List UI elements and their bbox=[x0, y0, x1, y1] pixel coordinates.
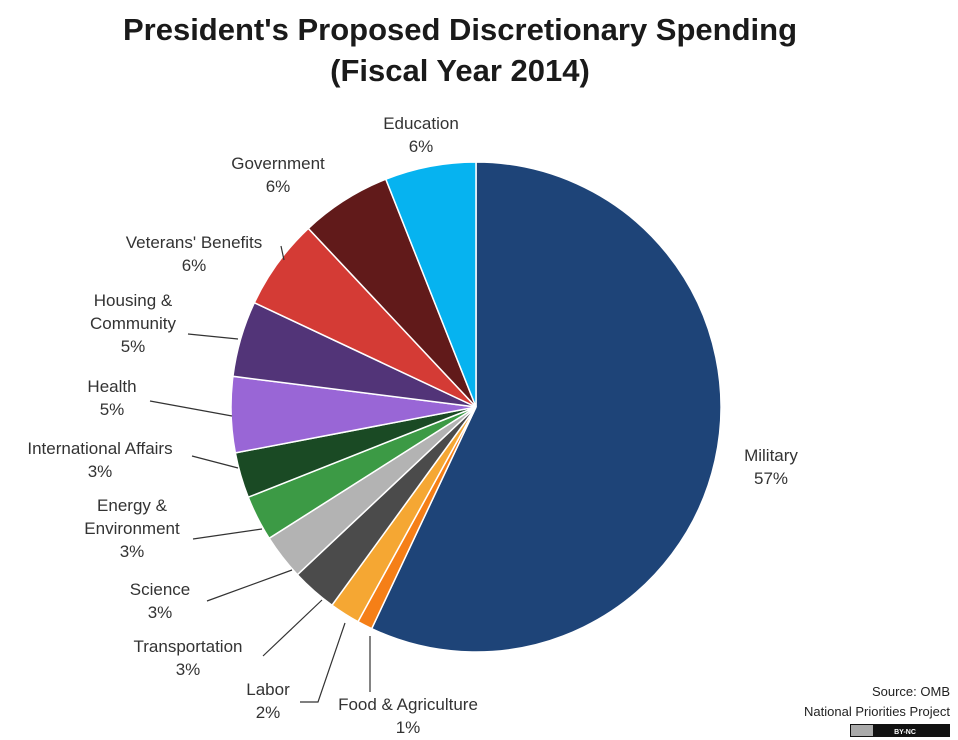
slice-label-transportation: Transportation bbox=[134, 637, 243, 656]
chart-title-line-2: (Fiscal Year 2014) bbox=[330, 53, 590, 88]
slice-label-labor: Labor bbox=[246, 680, 290, 699]
slice-label-energy-and-environment: Environment bbox=[84, 519, 180, 538]
slice-label-energy-and-environment: Energy & bbox=[97, 496, 168, 515]
slice-value-government: 6% bbox=[266, 177, 291, 196]
pie-slice-education bbox=[384, 161, 477, 408]
slice-value-veterans-benefits: 6% bbox=[182, 256, 207, 275]
license-badge-text: BY-NC bbox=[894, 729, 916, 736]
slice-label-health: Health bbox=[87, 377, 136, 396]
leader-line-veterans-benefits bbox=[280, 245, 285, 261]
leader-line-international-affairs bbox=[191, 455, 239, 469]
source-line-1: Source: OMB bbox=[872, 684, 950, 699]
license-badge: BY-NC bbox=[850, 724, 950, 737]
slice-label-education: Education bbox=[383, 114, 459, 133]
slice-label-veterans-benefits: Veterans' Benefits bbox=[126, 233, 263, 252]
leader-line-health bbox=[149, 400, 233, 417]
leader-lines bbox=[149, 245, 371, 703]
leader-line-housing-and-community bbox=[187, 333, 239, 340]
slice-value-energy-and-environment: 3% bbox=[120, 542, 145, 561]
slice-value-housing-and-community: 5% bbox=[121, 337, 146, 356]
leader-line-labor bbox=[300, 622, 346, 703]
slice-value-food-and-agriculture: 1% bbox=[396, 718, 421, 737]
slice-value-international-affairs: 3% bbox=[88, 462, 113, 481]
slice-label-government: Government bbox=[231, 154, 325, 173]
leader-line-transportation bbox=[262, 599, 323, 657]
slice-value-military: 57% bbox=[754, 469, 788, 488]
slice-label-housing-and-community: Community bbox=[90, 314, 176, 333]
slice-label-food-and-agriculture: Food & Agriculture bbox=[338, 695, 478, 714]
slice-label-science: Science bbox=[130, 580, 190, 599]
slice-value-health: 5% bbox=[100, 400, 125, 419]
slice-label-military: Military bbox=[744, 446, 798, 465]
slice-value-science: 3% bbox=[148, 603, 173, 622]
chart-title-line-1: President's Proposed Discretionary Spend… bbox=[123, 12, 797, 47]
slice-value-labor: 2% bbox=[256, 703, 281, 722]
slice-label-housing-and-community: Housing & bbox=[94, 291, 173, 310]
slice-labels: Military 57% Food & Agriculture 1% Labor 2% Tr… bbox=[27, 114, 798, 737]
source-line-2: National Priorities Project bbox=[804, 704, 950, 719]
slice-value-education: 6% bbox=[409, 137, 434, 156]
slice-value-transportation: 3% bbox=[176, 660, 201, 679]
leader-line-science bbox=[206, 569, 293, 602]
pie-slices bbox=[230, 161, 722, 653]
leader-line-energy-and-environment bbox=[192, 528, 263, 540]
slice-label-international-affairs: International Affairs bbox=[27, 439, 172, 458]
pie-slice-military bbox=[370, 161, 722, 653]
